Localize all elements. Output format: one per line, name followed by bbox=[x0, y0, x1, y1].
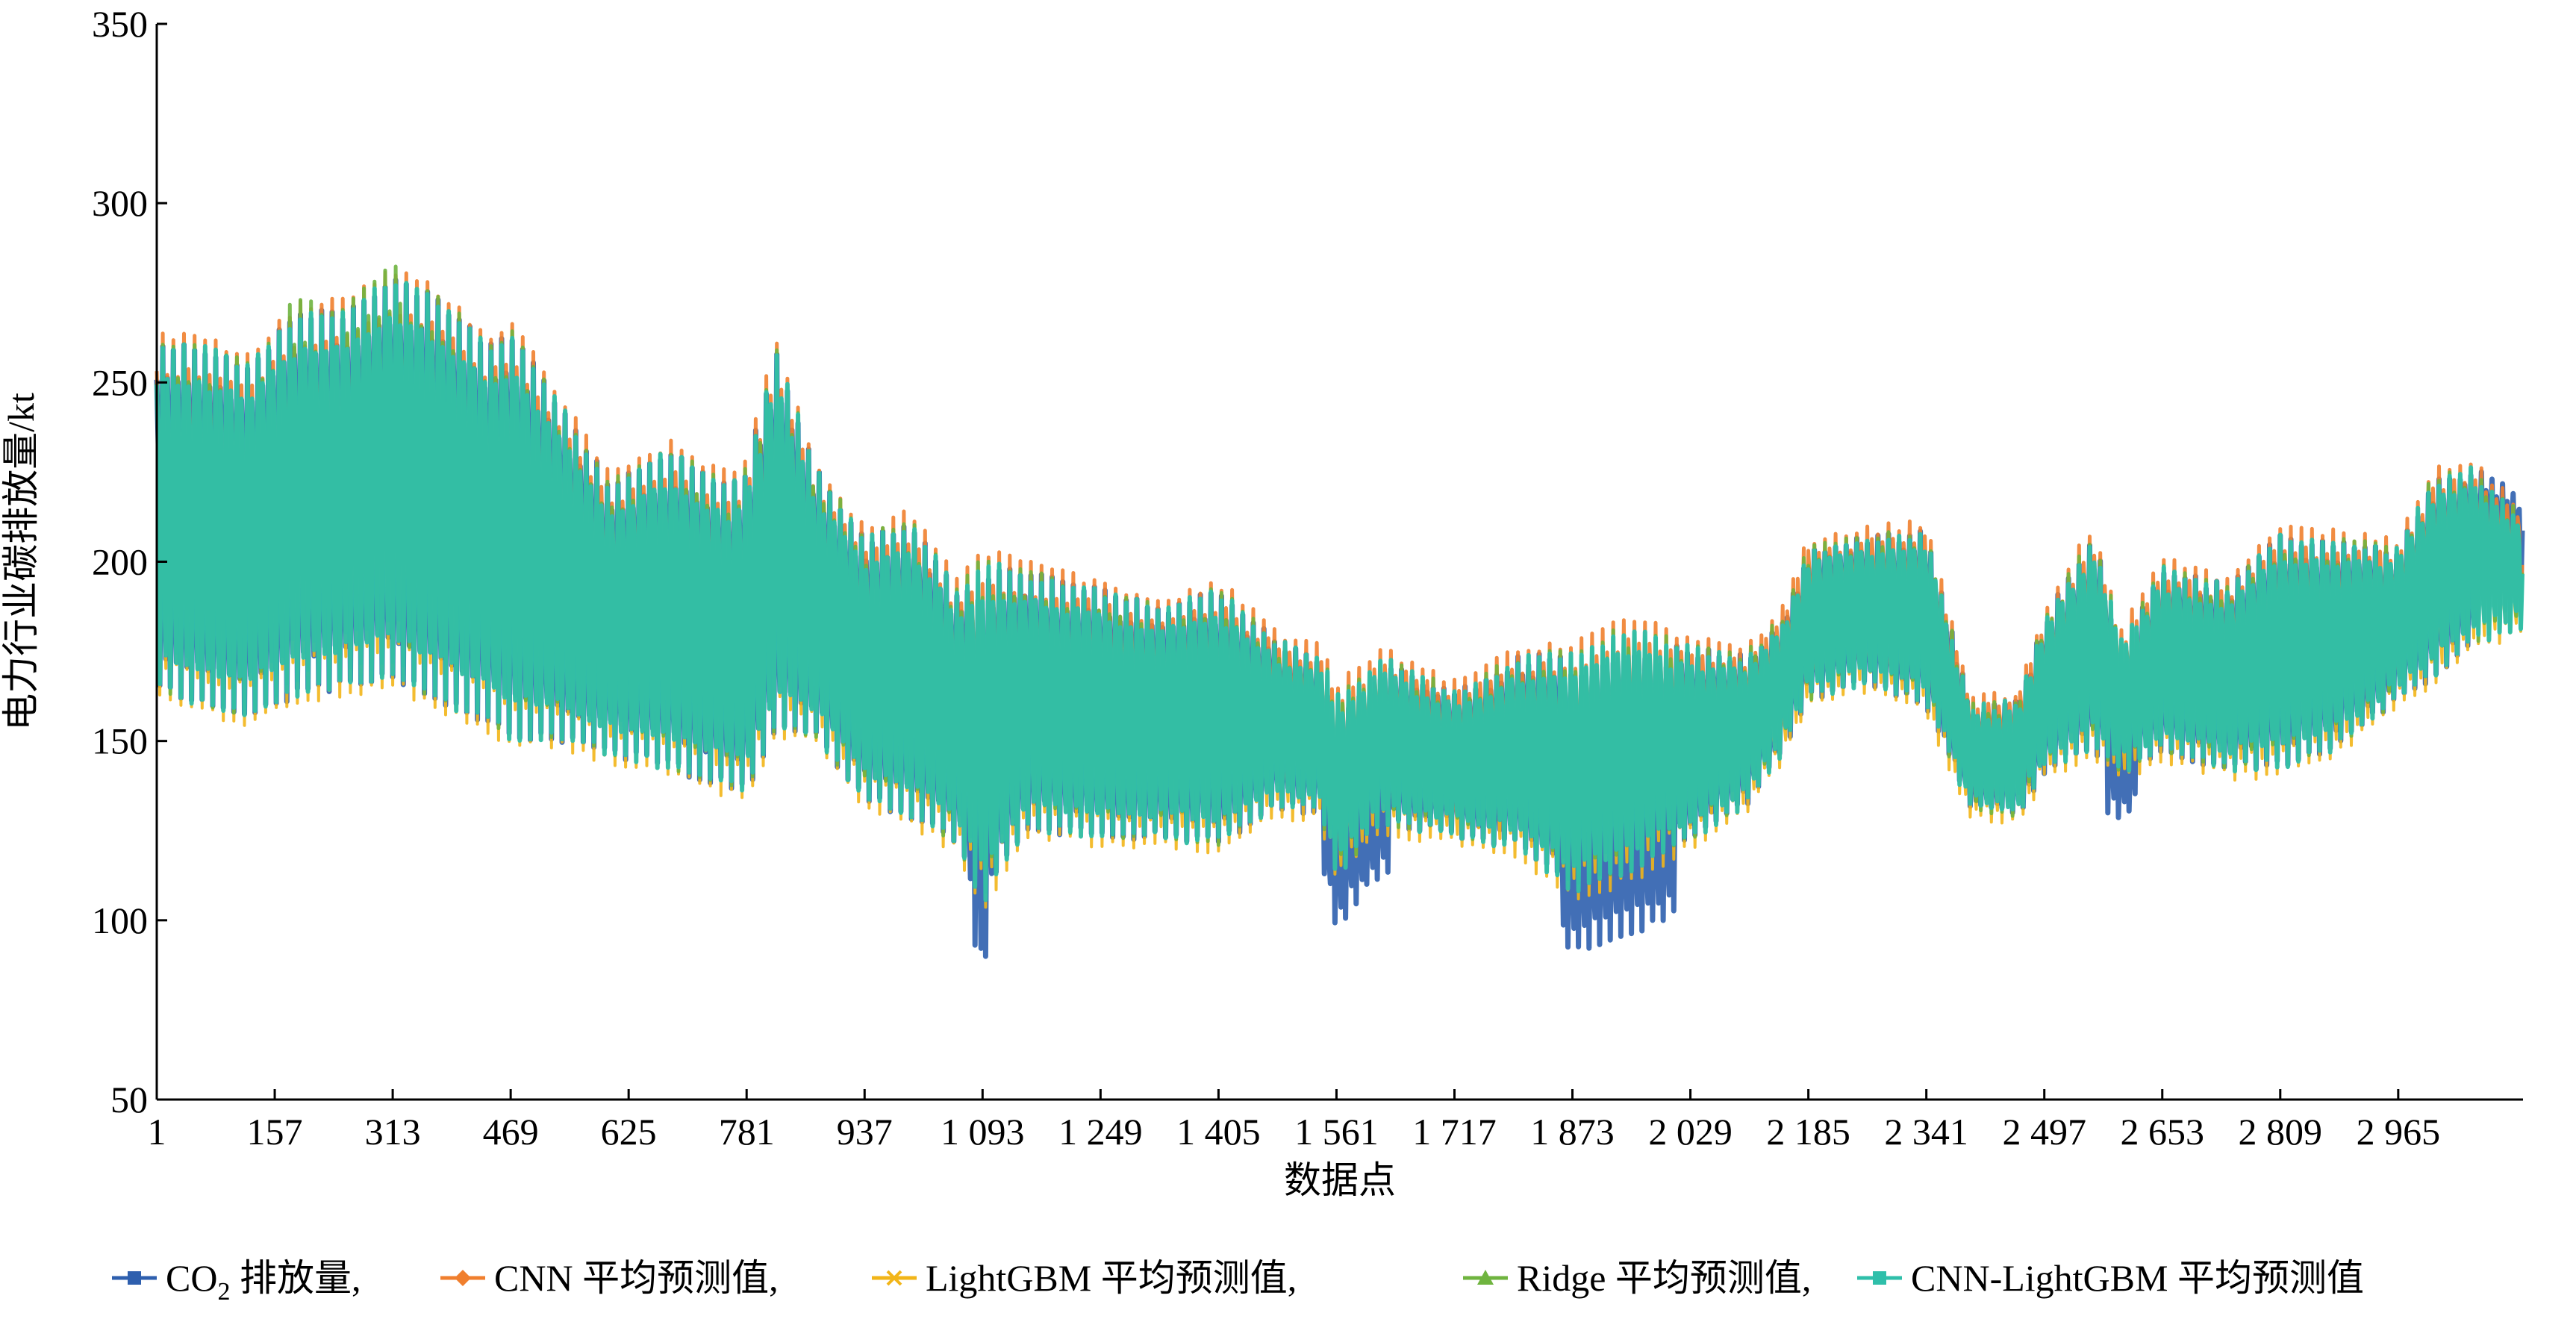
y-tick-label: 100 bbox=[92, 899, 148, 941]
x-tick-label: 937 bbox=[837, 1111, 893, 1153]
legend-label: CNN 平均预测值, bbox=[494, 1257, 779, 1299]
legend-item-0: CO2 排放量, bbox=[112, 1257, 361, 1306]
x-tick-label: 1 405 bbox=[1176, 1111, 1261, 1153]
plot-marks bbox=[154, 264, 2525, 959]
y-tick-label: 250 bbox=[92, 361, 148, 403]
x-tick-label: 2 185 bbox=[1766, 1111, 1850, 1153]
x-tick-label: 1 717 bbox=[1412, 1111, 1497, 1153]
y-tick-label: 350 bbox=[92, 3, 148, 45]
x-tick-label: 1 561 bbox=[1294, 1111, 1379, 1153]
x-tick-label: 313 bbox=[365, 1111, 421, 1153]
x-tick-label: 1 bbox=[148, 1111, 166, 1153]
legend-marker bbox=[128, 1271, 141, 1285]
legend-marker bbox=[886, 1270, 902, 1286]
legend-item-3: Ridge 平均预测值, bbox=[1463, 1257, 1811, 1299]
x-tick-label: 1 873 bbox=[1530, 1111, 1615, 1153]
y-tick-label: 150 bbox=[92, 720, 148, 762]
x-tick-label: 2 809 bbox=[2239, 1111, 2323, 1153]
x-axis-title: 数据点 bbox=[1284, 1159, 1396, 1201]
x-tick-label: 2 497 bbox=[2002, 1111, 2086, 1153]
x-tick-label: 157 bbox=[247, 1111, 303, 1153]
legend-item-2: LightGBM 平均预测值, bbox=[872, 1257, 1297, 1299]
y-tick-label: 50 bbox=[110, 1079, 148, 1120]
x-tick-label: 781 bbox=[719, 1111, 775, 1153]
legend-label: CNN-LightGBM 平均预测值 bbox=[1911, 1257, 2364, 1299]
series-4 bbox=[155, 281, 2524, 902]
y-tick-label: 300 bbox=[92, 182, 148, 224]
x-tick-label: 625 bbox=[601, 1111, 657, 1153]
series-line-4 bbox=[155, 281, 2524, 902]
x-tick-label: 2 653 bbox=[2120, 1111, 2204, 1153]
x-tick-label: 469 bbox=[483, 1111, 539, 1153]
legend-marker bbox=[1477, 1270, 1494, 1285]
legend-label: LightGBM 平均预测值, bbox=[926, 1257, 1297, 1299]
y-axis-title: 电力行业碳排放量/kt bbox=[0, 393, 42, 731]
legend: CO2 排放量, CNN 平均预测值, LightGBM 平均预测值, Ridge 平… bbox=[112, 1257, 2364, 1306]
axes: 50 100 150 200 250 300 350 1 157 313 469 625 781 937 1… bbox=[92, 3, 2523, 1153]
legend-item-1: CNN 平均预测值, bbox=[440, 1257, 779, 1299]
y-tick-label: 200 bbox=[92, 541, 148, 583]
legend-item-4: CNN-LightGBM 平均预测值 bbox=[1857, 1257, 2364, 1299]
legend-marker bbox=[1873, 1271, 1886, 1285]
x-tick-label: 2 341 bbox=[1884, 1111, 1968, 1153]
legend-marker bbox=[455, 1270, 471, 1286]
legend-label: CO2 排放量, bbox=[166, 1257, 361, 1306]
x-tick-label: 1 249 bbox=[1058, 1111, 1143, 1153]
legend-label: Ridge 平均预测值, bbox=[1517, 1257, 1811, 1299]
x-tick-label: 2 029 bbox=[1648, 1111, 1733, 1153]
x-tick-label: 2 965 bbox=[2357, 1111, 2441, 1153]
x-tick-label: 1 093 bbox=[941, 1111, 1025, 1153]
